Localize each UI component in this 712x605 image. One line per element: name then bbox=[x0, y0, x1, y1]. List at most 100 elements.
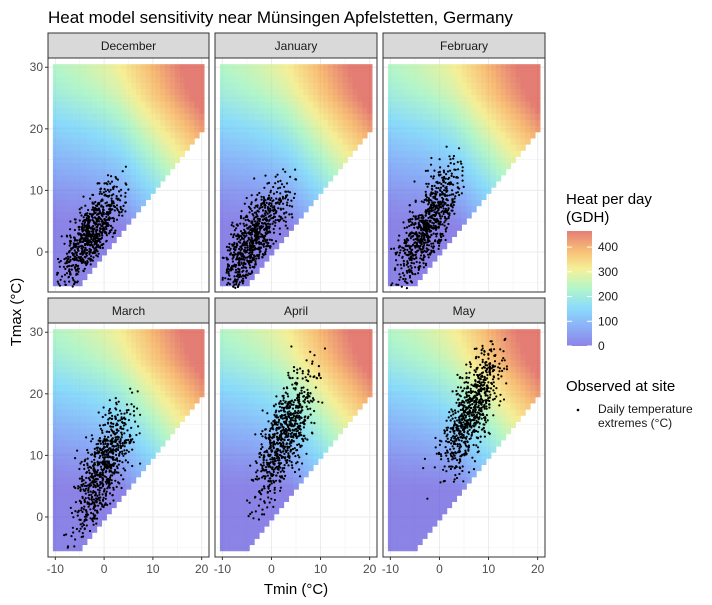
heatmap-tile bbox=[101, 70, 107, 77]
heatmap-tile bbox=[269, 162, 275, 170]
heatmap-tile bbox=[111, 88, 117, 96]
heatmap-tile bbox=[273, 113, 280, 120]
heatmap-tile bbox=[169, 144, 176, 151]
heatmap-tile bbox=[456, 218, 462, 225]
heatmap-tile bbox=[422, 138, 428, 145]
heatmap-tile bbox=[278, 131, 285, 139]
heatmap-tile bbox=[77, 359, 83, 367]
heatmap-tile bbox=[342, 76, 348, 84]
heatmap-tile bbox=[96, 181, 103, 188]
heatmap-tile bbox=[342, 156, 348, 164]
data-point bbox=[406, 271, 409, 274]
data-point bbox=[76, 239, 79, 242]
heatmap-tile bbox=[121, 199, 127, 207]
heatmap-tile bbox=[77, 329, 83, 336]
heatmap-tile bbox=[239, 187, 245, 194]
heatmap-tile bbox=[269, 125, 275, 133]
heatmap-tile bbox=[82, 181, 88, 188]
data-point bbox=[422, 216, 425, 219]
heatmap-tile bbox=[91, 175, 98, 182]
heatmap-tile bbox=[520, 94, 526, 102]
heatmap-tile bbox=[106, 144, 112, 151]
data-point bbox=[420, 227, 424, 230]
heatmap-tile bbox=[332, 162, 339, 170]
heatmap-tile bbox=[471, 150, 477, 157]
heatmap-tile bbox=[165, 119, 171, 127]
data-point bbox=[242, 269, 245, 272]
heatmap-tile bbox=[77, 372, 83, 379]
data-point bbox=[89, 263, 92, 266]
heatmap-tile bbox=[456, 193, 462, 201]
heatmap-tile bbox=[515, 119, 521, 127]
data-point bbox=[228, 249, 231, 252]
heatmap-tile bbox=[259, 205, 265, 213]
heatmap-tile bbox=[264, 119, 270, 127]
data-point bbox=[263, 228, 266, 232]
heatmap-tile bbox=[397, 181, 404, 188]
heatmap-tile bbox=[505, 113, 512, 120]
data-point bbox=[94, 207, 97, 210]
heatmap-tile bbox=[224, 162, 231, 170]
heatmap-tile bbox=[293, 205, 299, 213]
data-point bbox=[258, 220, 261, 223]
heatmap-tile bbox=[179, 76, 186, 84]
heatmap-tile bbox=[417, 101, 423, 108]
heatmap-tile bbox=[82, 144, 88, 151]
heatmap-tile bbox=[402, 279, 408, 287]
data-point bbox=[289, 191, 292, 194]
heatmap-tile bbox=[422, 131, 428, 139]
data-point bbox=[230, 224, 233, 227]
data-point bbox=[443, 224, 446, 227]
heatmap-tile bbox=[367, 82, 373, 90]
heatmap-tile bbox=[62, 440, 68, 447]
data-point bbox=[236, 274, 240, 277]
heatmap-tile bbox=[62, 211, 68, 219]
heatmap-tile bbox=[273, 236, 280, 244]
heatmap-tile bbox=[130, 70, 137, 77]
heatmap-tile bbox=[313, 181, 319, 188]
heatmap-tile bbox=[535, 76, 541, 84]
heatmap-tile bbox=[491, 101, 497, 108]
heatmap-tile bbox=[283, 224, 290, 231]
heatmap-tile bbox=[471, 101, 477, 108]
heatmap-tile bbox=[298, 88, 304, 96]
data-point bbox=[422, 262, 425, 265]
heatmap-tile bbox=[451, 125, 458, 133]
data-point bbox=[436, 191, 439, 194]
data-point bbox=[452, 157, 455, 160]
data-point bbox=[434, 224, 437, 227]
data-point bbox=[265, 227, 268, 230]
heatmap-tile bbox=[273, 94, 280, 102]
heatmap-tile bbox=[535, 82, 541, 90]
heatmap-tile bbox=[87, 421, 93, 429]
heatmap-tile bbox=[52, 236, 59, 244]
data-point bbox=[243, 234, 246, 237]
heatmap-tile bbox=[437, 82, 443, 90]
data-point bbox=[71, 264, 74, 267]
heatmap-tile bbox=[52, 156, 59, 164]
heatmap-tile bbox=[387, 119, 394, 127]
heatmap-tile bbox=[67, 403, 73, 410]
data-point bbox=[424, 262, 428, 265]
heatmap-tile bbox=[82, 168, 88, 176]
heatmap-tile bbox=[72, 156, 78, 164]
heatmap-tile bbox=[52, 433, 59, 441]
heatmap-tile bbox=[392, 107, 399, 114]
heatmap-tile bbox=[451, 131, 458, 139]
heatmap-tile bbox=[87, 138, 93, 145]
heatmap-tile bbox=[530, 94, 536, 102]
data-point bbox=[271, 222, 274, 225]
data-point bbox=[419, 254, 423, 257]
heatmap-tile bbox=[184, 70, 190, 77]
heatmap-tile bbox=[427, 138, 433, 145]
heatmap-tile bbox=[239, 88, 245, 96]
heatmap-tile bbox=[412, 64, 418, 71]
heatmap-tile bbox=[486, 150, 492, 157]
data-point bbox=[432, 246, 435, 249]
data-point bbox=[432, 175, 435, 178]
heatmap-tile bbox=[535, 88, 541, 96]
data-point bbox=[115, 204, 119, 207]
data-point bbox=[445, 173, 448, 176]
heatmap-tile bbox=[392, 273, 399, 281]
heatmap-tile bbox=[57, 495, 64, 502]
